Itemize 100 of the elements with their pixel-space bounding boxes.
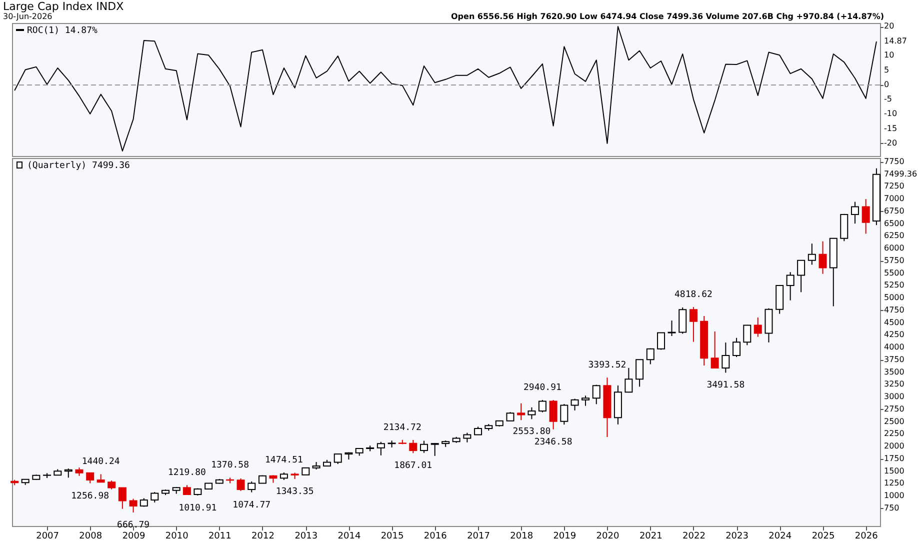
candlestick: [248, 481, 256, 493]
x-tick-label: 2016: [424, 532, 448, 542]
x-tick-label: 2008: [79, 532, 102, 542]
x-tick-label: 2009: [122, 532, 146, 542]
annotation: 1474.51: [264, 456, 303, 466]
annotation: 1010.91: [178, 503, 217, 514]
annotation: 1074.77: [232, 500, 271, 510]
y-tick-label: 4250: [884, 330, 904, 340]
candlestick: [420, 440, 428, 454]
y-tick-label: 2000: [884, 442, 904, 451]
y-tick-label: 5500: [884, 268, 904, 278]
x-tick-label: 2012: [252, 532, 274, 542]
candlestick: [182, 484, 191, 496]
annotation: 2346.58: [534, 437, 572, 448]
candlestick: [86, 472, 94, 484]
candlestick: [732, 337, 741, 358]
candlestick: [710, 330, 719, 369]
legend-label: (Quarterly) 7499.36: [27, 161, 130, 171]
x-tick-label: 2021: [639, 532, 662, 542]
annotation: 3393.52: [588, 360, 626, 371]
y-tick-label: 1750: [884, 454, 904, 463]
y-tick-label: 2500: [884, 416, 904, 426]
candlestick: [150, 492, 159, 503]
candlestick: [657, 332, 666, 350]
candlestick: [570, 398, 579, 411]
annotation: 666.79: [117, 520, 150, 530]
y-tick-label: -5: [884, 94, 892, 104]
y-tick-label: -20: [884, 138, 898, 148]
legend-label: ROC(1) 14.87%: [27, 26, 98, 36]
y-tick-label: 14.87: [884, 36, 907, 46]
candlestick: [560, 403, 568, 426]
x-tick-label: 2018: [510, 532, 534, 542]
candlestick: [797, 260, 806, 293]
y-tick-label: 3000: [884, 392, 904, 402]
x-tick-label: 2013: [294, 532, 318, 542]
y-tick-label: 7000: [884, 194, 904, 204]
candlestick: [668, 320, 676, 337]
chart-title: Large Cap Index INDX: [3, 0, 124, 13]
annotation: 3491.58: [706, 380, 745, 391]
y-tick-label: 7499.36: [884, 169, 918, 178]
annotation: 1370.58: [211, 460, 249, 471]
line-series: [14, 26, 877, 152]
candlestick: [850, 201, 859, 224]
candlestick: [334, 453, 342, 465]
candlestick: [517, 402, 526, 421]
y-tick-label: -10: [884, 109, 898, 118]
annotation: 1219.80: [168, 468, 206, 478]
annotation: 1867.01: [394, 461, 432, 472]
x-tick-label: 2026: [854, 532, 878, 542]
candlestick: [786, 272, 794, 301]
candlestick: [118, 487, 126, 510]
candlestick: [818, 240, 827, 274]
y-tick-label: 750: [884, 503, 900, 512]
y-tick-label: 6000: [884, 244, 904, 253]
candlestick: [862, 198, 870, 234]
y-tick-label: 4500: [884, 318, 904, 327]
candlestick: [722, 342, 730, 374]
annotation: 2553.80: [512, 427, 551, 438]
y-tick-label: 2250: [884, 429, 904, 438]
candlestick: [743, 324, 752, 346]
y-tick-label: 6500: [884, 218, 904, 228]
y-tick-label: 0: [884, 80, 890, 89]
candlestick: [808, 243, 816, 266]
text: Open 6556.56 High 7620.90 Low 6474.94 Close 7499.36 Volume 207.6B Chg +970.84 (+14.87%): [450, 12, 884, 21]
x-tick-label: 2015: [380, 532, 404, 542]
candlestick: [376, 441, 385, 456]
y-tick-label: 5000: [884, 293, 904, 302]
x-tick-label: 2025: [812, 532, 835, 542]
y-tick-label: 5750: [884, 256, 904, 265]
candlestick: [409, 439, 418, 454]
x-tick-label: 2022: [682, 532, 706, 542]
candlestick: [636, 358, 644, 388]
candlestick: [463, 432, 472, 443]
y-tick-label: 3500: [884, 367, 904, 376]
x-tick-label: 2014: [338, 532, 361, 542]
candlestick: [592, 384, 600, 405]
y-tick-label: -15: [884, 124, 898, 133]
y-tick-label: 1250: [884, 478, 904, 488]
x-tick-label: 2024: [768, 532, 792, 542]
annotation: 4818.62: [674, 290, 712, 300]
x-tick-label: 2007: [36, 532, 59, 542]
candlestick: [689, 306, 698, 342]
y-tick-label: 4750: [884, 305, 904, 314]
y-tick-label: 20: [884, 22, 894, 31]
candlestick: [624, 367, 633, 394]
y-tick-label: 7750: [884, 156, 904, 166]
annotation: 1440.24: [82, 457, 120, 468]
candlestick: [776, 284, 784, 314]
y-tick-label: 3750: [884, 354, 904, 364]
y-tick-label: 5: [884, 65, 890, 74]
annotation: 2940.91: [523, 382, 562, 393]
y-tick-label: 1500: [884, 466, 904, 476]
x-tick-label: 2010: [165, 532, 189, 542]
x-tick-label: 2017: [467, 532, 490, 542]
x-tick-label: 2019: [553, 532, 576, 542]
chart-subtitle: 30-Jun-2026: [3, 12, 52, 21]
candlestick: [129, 498, 138, 513]
y-tick-label: 1000: [884, 491, 904, 500]
y-tick-label: 6250: [884, 231, 904, 240]
y-tick-label: 5250: [884, 280, 904, 290]
